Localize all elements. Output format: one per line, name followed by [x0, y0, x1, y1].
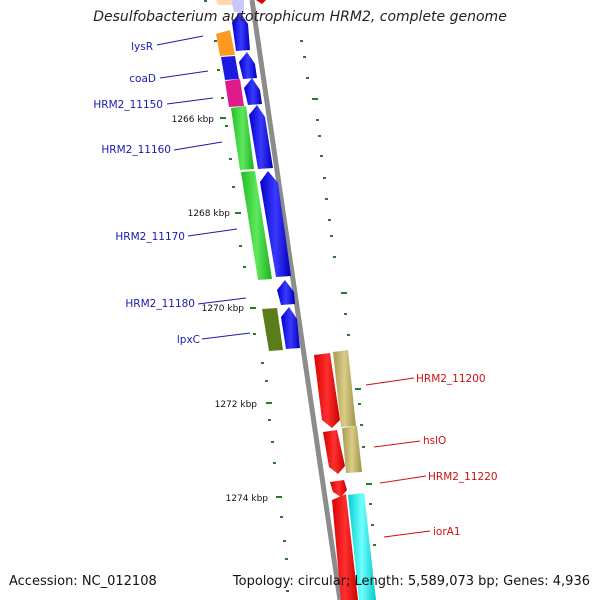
gene-label-HRM2_11170: HRM2_11170 [115, 231, 185, 243]
gene-arrow-iorA1 [332, 494, 358, 600]
gene-label-HRM2_11200: HRM2_11200 [416, 373, 486, 385]
cog-track-left [216, 0, 283, 351]
leader-lines-right [365, 377, 431, 538]
right-dotted-track [300, 40, 376, 546]
feature-cog-tan-2 [342, 426, 362, 473]
gene-arrow-HRM2_11220 [330, 480, 347, 497]
gene-label-hslO: hslO [423, 435, 446, 447]
gene-label-HRM2_11160: HRM2_11160 [101, 144, 171, 156]
feature-cog-lightpeach [216, 0, 232, 5]
gene-arrow-hslO [323, 430, 345, 474]
feature-cog-green-1 [231, 106, 254, 170]
feature-cog-lavender [231, 0, 244, 12]
map-title: Desulfobacterium autotrophicum HRM2, com… [93, 9, 507, 25]
gene-arrow-HRM2_11160 [249, 105, 273, 169]
genome-summary-text: Topology: circular; Length: 5,589,073 bp… [232, 574, 590, 589]
gene-arrow-lpxC [281, 307, 300, 349]
gene-label-coaD: coaD [129, 73, 156, 85]
gene-arrow-HRM2_11200 [314, 353, 340, 428]
feature-cog-green-2 [241, 171, 272, 280]
accession-text: Accession: NC_012108 [9, 574, 157, 589]
gene-label-HRM2_11150: HRM2_11150 [93, 99, 163, 111]
kbp-label-1266: 1266 kbp [172, 115, 215, 125]
kbp-label-1274: 1274 kbp [226, 494, 269, 504]
gene-arrows-blue [232, 12, 300, 349]
gene-label-lysR: lysR [131, 41, 153, 53]
genome-backbone [249, 0, 343, 600]
feature-cog-blue-small [221, 56, 239, 80]
gene-label-lpxC: lpxC [177, 334, 200, 346]
kbp-label-1272: 1272 kbp [215, 400, 258, 410]
top-red-fragment [256, 0, 266, 4]
gene-arrow-lysR [232, 12, 250, 51]
feature-cog-cyan [348, 493, 376, 600]
cog-track-right [333, 350, 376, 600]
gene-label-HRM2_11220: HRM2_11220 [428, 471, 498, 483]
gene-arrow-HRM2_11150 [244, 78, 262, 105]
feature-cog-olive [262, 308, 283, 351]
gene-label-HRM2_11180: HRM2_11180 [125, 298, 195, 310]
gene-arrow-HRM2_11170 [260, 171, 291, 277]
gene-arrow-coaD [239, 52, 257, 79]
kbp-label-1270: 1270 kbp [202, 304, 245, 314]
gene-arrow-HRM2_11180 [277, 280, 295, 305]
leader-lines-left [156, 35, 251, 340]
feature-cog-orange [216, 30, 235, 56]
kbp-label-1268: 1268 kbp [188, 209, 231, 219]
gene-label-iorA1: iorA1 [433, 526, 461, 538]
feature-cog-magenta [225, 79, 244, 107]
left-dotted-track [204, 0, 289, 592]
feature-cog-tan-1 [333, 350, 356, 427]
kbp-ticks [220, 117, 282, 498]
gene-arrows-red [314, 353, 358, 600]
